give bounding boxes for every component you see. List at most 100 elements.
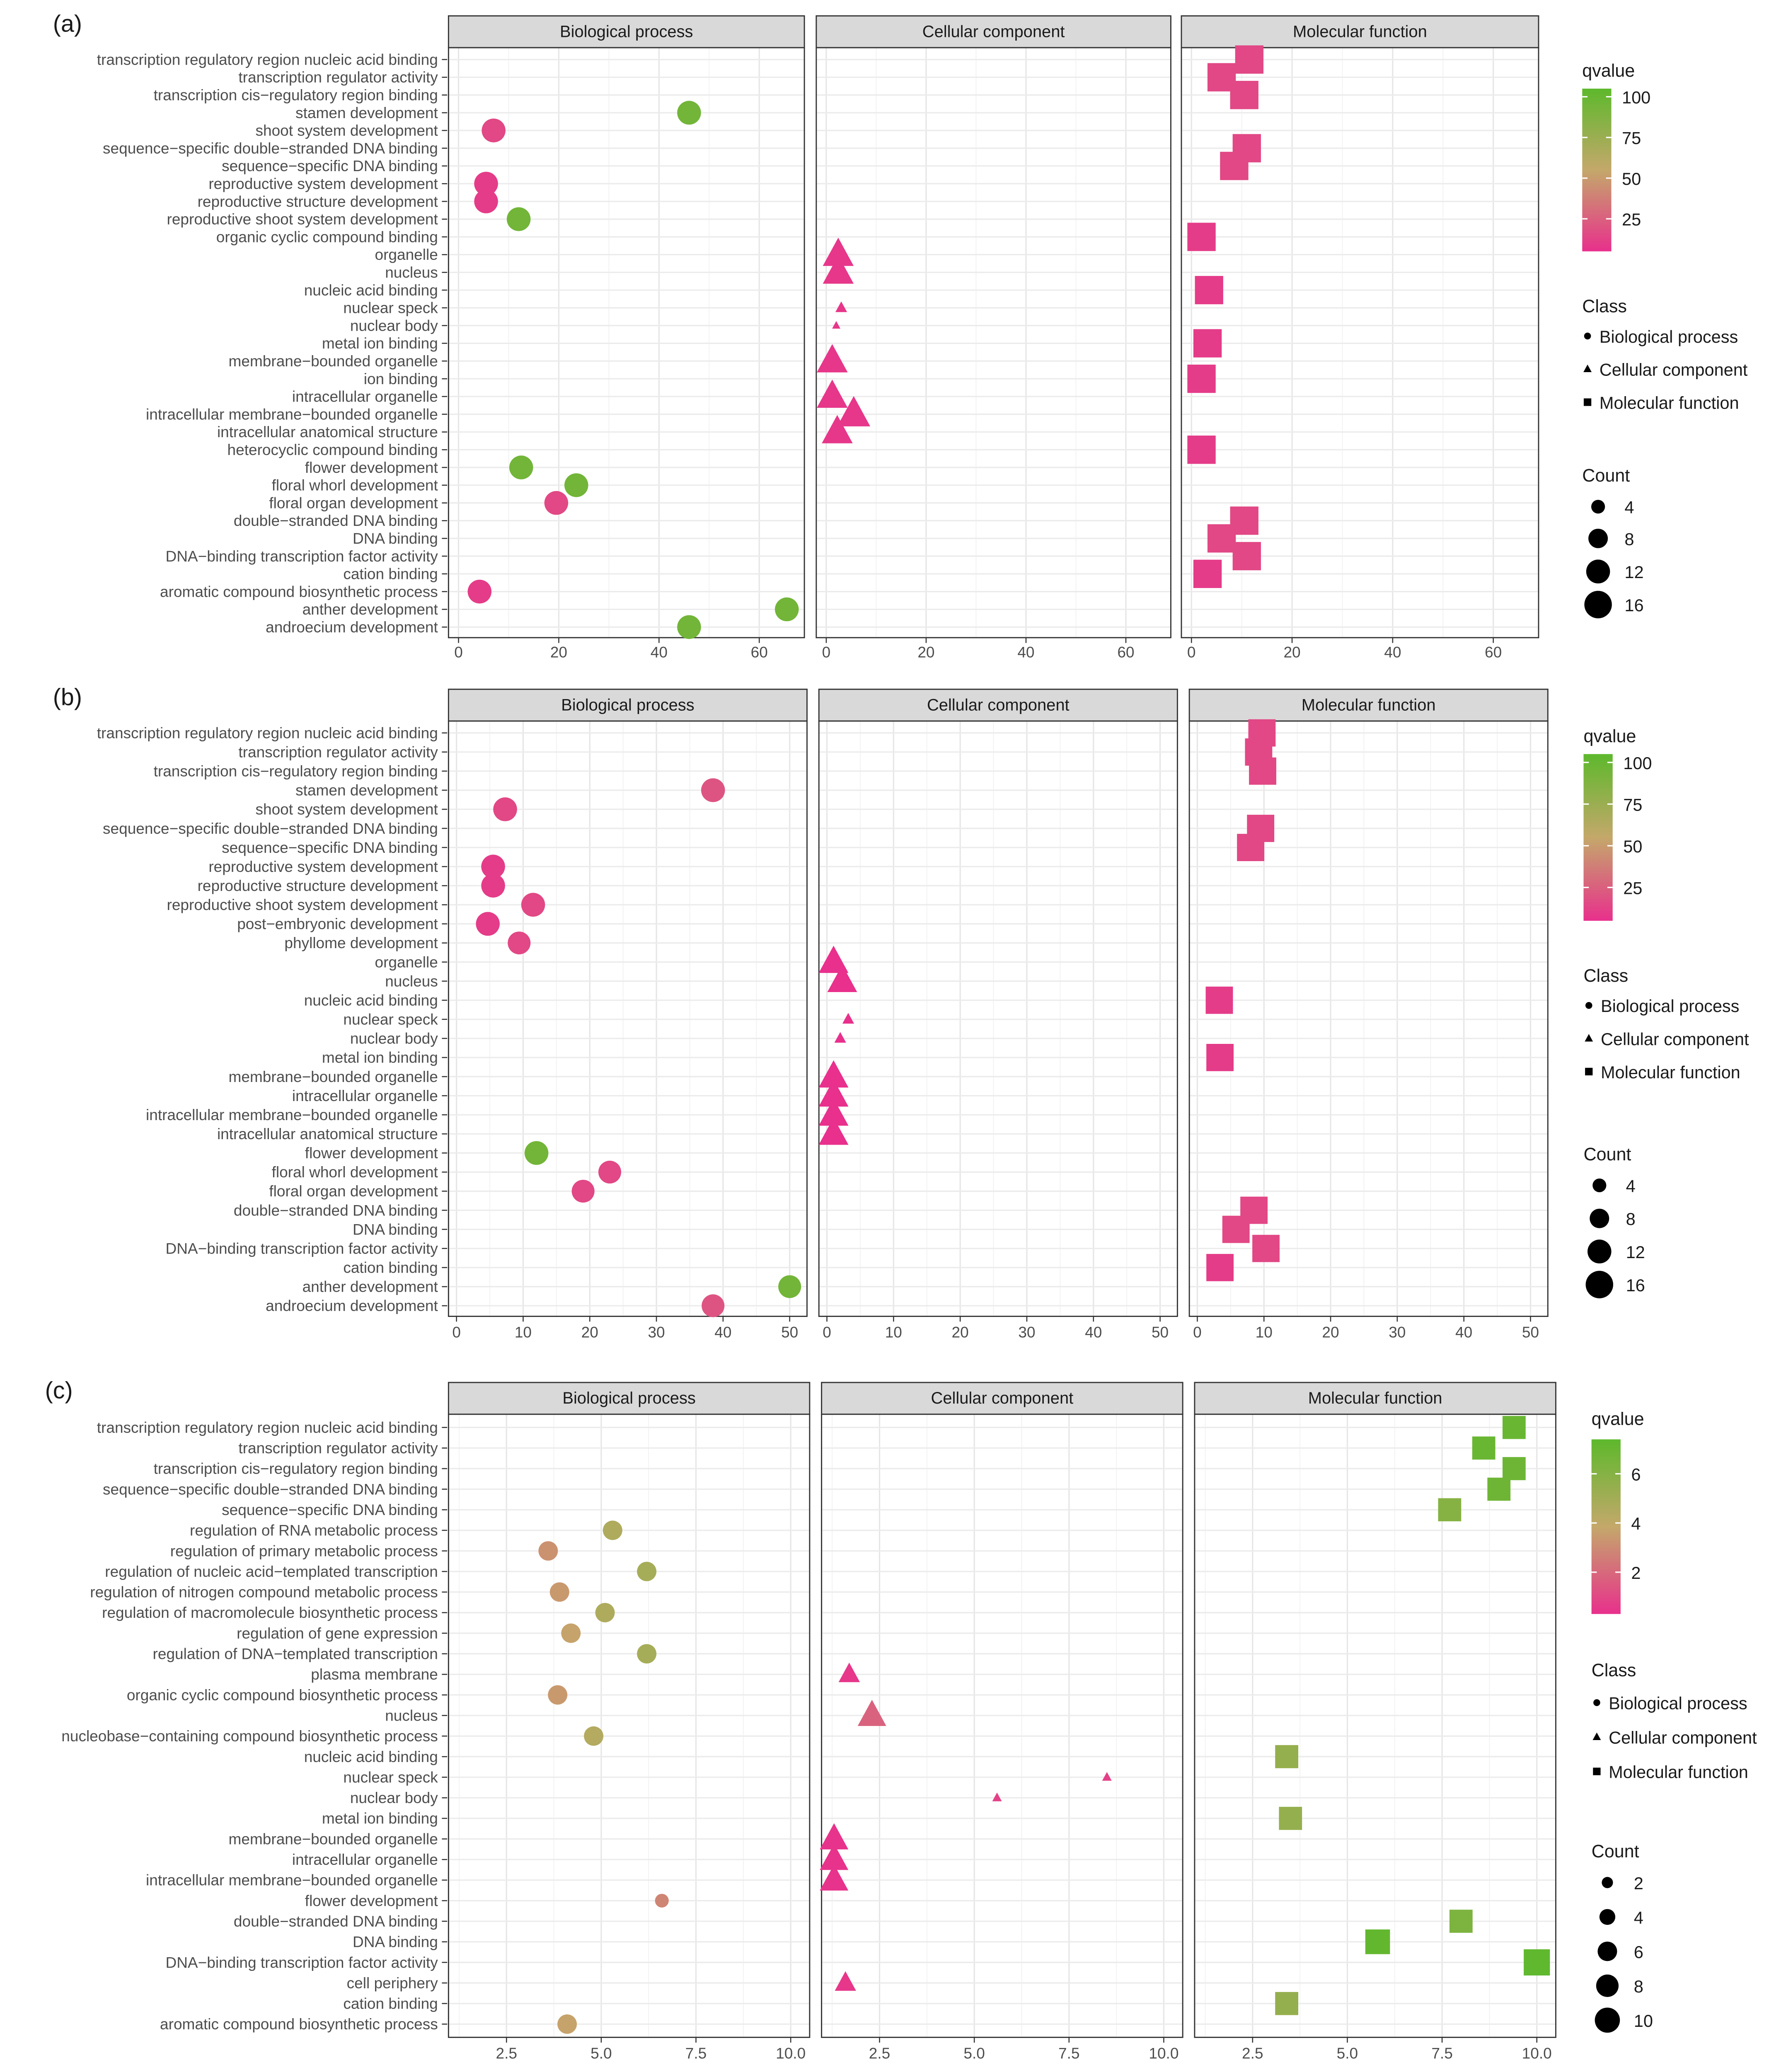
triangle-point [835, 1971, 856, 1991]
x-tick-label: 2.5 [1242, 2044, 1263, 2062]
triangle-point [832, 321, 840, 329]
y-tick-label: membrane−bounded organelle [229, 1830, 438, 1847]
count-legend-label: 8 [1624, 529, 1634, 549]
circle-point [506, 207, 531, 231]
triangle-point [992, 1792, 1002, 1801]
panel-label: (c) [45, 1377, 73, 1404]
triangle-point [857, 1699, 886, 1726]
x-tick-label: 10 [1256, 1324, 1273, 1341]
circle-point [524, 1141, 549, 1165]
class-legend-label: Biological process [1609, 1694, 1747, 1713]
y-tick-label: nucleic acid binding [304, 991, 438, 1009]
y-tick-label: sequence−specific double−stranded DNA bi… [103, 1480, 438, 1498]
square-point [1275, 1992, 1298, 2015]
y-tick-label: organic cyclic compound binding [216, 228, 438, 245]
x-tick-label: 20 [550, 644, 567, 661]
square-point [1524, 1949, 1550, 1976]
triangle-point [838, 1663, 860, 1682]
x-tick-label: 0 [823, 1324, 831, 1341]
x-tick-label: 0 [1193, 1324, 1202, 1341]
y-tick-label: DNA−binding transcription factor activit… [165, 1953, 438, 1971]
x-tick-label: 5.0 [1337, 2044, 1358, 2062]
x-tick-label: 7.5 [685, 2044, 707, 2062]
square-point [1207, 524, 1236, 553]
legend: qvalue 25 50 75 100 Class Biological process Ce… [1582, 61, 1748, 619]
circle-point [655, 1893, 669, 1908]
circle-point [571, 1179, 595, 1203]
count-legend-label: 8 [1626, 1209, 1636, 1229]
y-tick-label: floral whorl development [272, 1163, 438, 1181]
square-legend-key [1585, 1067, 1593, 1076]
y-tick-label: shoot system development [255, 801, 438, 818]
circle-legend-key [1585, 1002, 1592, 1009]
x-tick-label: 5.0 [590, 2044, 612, 2062]
x-tick-label: 7.5 [1431, 2044, 1452, 2062]
x-tick-label: 20 [1322, 1324, 1339, 1341]
y-tick-label: membrane−bounded organelle [229, 1068, 438, 1085]
square-point [1187, 364, 1216, 393]
circle-point [509, 455, 533, 479]
y-tick-label: nuclear body [350, 1789, 438, 1806]
count-legend-key [1599, 1909, 1616, 1925]
square-point [1438, 1498, 1462, 1522]
facet-strip [818, 688, 1178, 722]
y-tick-label: DNA−binding transcription factor activit… [165, 547, 438, 565]
facet-biological-process: 0 10 20 30 40 50 Biological process [448, 688, 808, 1341]
circle-point [549, 1582, 569, 1602]
triangle-point [818, 1117, 849, 1145]
x-tick-label: 10.0 [776, 2044, 806, 2062]
qvalue-legend-title: qvalue [1582, 61, 1635, 81]
circle-point [467, 579, 492, 604]
x-tick-label: 50 [781, 1324, 798, 1341]
y-tick-label: transcription regulatory region nucleic … [97, 724, 438, 741]
y-tick-label: nucleic acid binding [304, 1748, 438, 1765]
x-tick-label: 40 [1384, 644, 1401, 661]
y-tick-label: regulation of gene expression [237, 1624, 438, 1642]
y-tick-label: shoot system development [255, 122, 438, 139]
y-tick-label: nucleic acid binding [304, 281, 438, 299]
circle-point [702, 1294, 725, 1317]
legend: qvalue 2 4 6 Class Biological process Cellular… [1591, 1409, 1757, 2033]
y-tick-label: reproductive system development [208, 858, 438, 875]
x-tick-label: 10.0 [1149, 2044, 1179, 2062]
square-point [1205, 986, 1233, 1014]
y-tick-label: intracellular anatomical structure [217, 423, 438, 441]
y-tick-label: stamen development [295, 782, 438, 799]
triangle-point [837, 396, 871, 426]
y-tick-label: cation binding [343, 565, 438, 583]
triangle-point [818, 1098, 849, 1126]
square-point [1187, 223, 1216, 251]
y-tick-label: metal ion binding [322, 334, 438, 352]
facet-strip-label: Biological process [561, 696, 695, 714]
square-point [1195, 276, 1223, 305]
count-legend-key [1588, 1239, 1612, 1264]
count-legend-title: Count [1583, 1145, 1631, 1164]
count-legend-key [1602, 1877, 1613, 1888]
facet-cellular-component: 0 10 20 30 40 50 Cellular component [818, 688, 1178, 1341]
facet-strip [1181, 15, 1539, 48]
colorbar-label: 50 [1623, 837, 1642, 856]
count-legend-title: Count [1592, 1842, 1639, 1861]
y-tick-label: cell periphery [347, 1974, 438, 1992]
square-point [1487, 1477, 1511, 1501]
square-point [1275, 1745, 1298, 1768]
y-tick-label: regulation of DNA−templated transcriptio… [153, 1645, 438, 1663]
y-tick-label: flower development [305, 1144, 438, 1162]
circle-point [637, 1644, 657, 1664]
circle-point [637, 1561, 657, 1581]
triangle-point [817, 344, 848, 373]
facet-molecular-function: 0 10 20 30 40 50 Molecular function [1188, 688, 1549, 1341]
triangle-legend-key [1585, 1034, 1593, 1042]
y-tick-label: reproductive shoot system development [167, 896, 438, 913]
x-tick-label: 0 [822, 644, 831, 661]
x-tick-label: 60 [1485, 644, 1502, 661]
x-tick-label: 7.5 [1058, 2044, 1079, 2062]
square-point [1222, 1215, 1250, 1243]
square-point [1365, 1929, 1390, 1954]
circle-point [561, 1623, 581, 1643]
y-tick-label: intracellular organelle [292, 388, 438, 405]
y-tick-label: nucleus [385, 264, 438, 281]
y-tick-label: flower development [305, 1892, 438, 1909]
y-tick-label: nucleus [385, 972, 438, 990]
y-tick-label: transcription cis−regulatory region bind… [154, 1460, 438, 1477]
